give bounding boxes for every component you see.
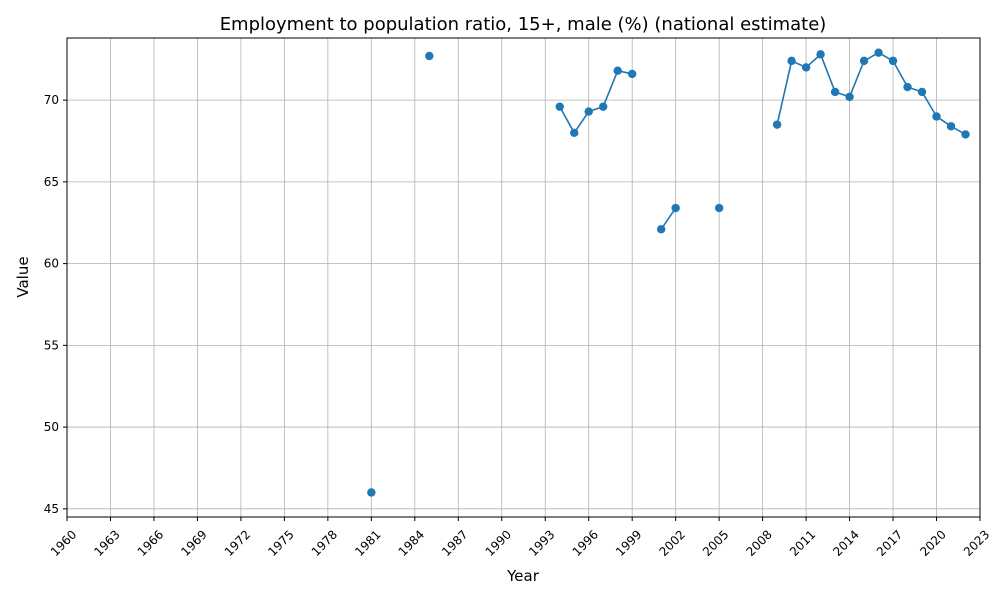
series-line-segment — [776, 60, 793, 125]
plot-frame — [66, 37, 981, 518]
data-point — [903, 82, 912, 92]
x-axis: 1960 1963 1966 1969 1972 1975 1978 1981 1984 1987… — [48, 517, 992, 559]
y-tick-label: 60 — [44, 257, 59, 271]
x-tick-label: 2020 — [917, 527, 948, 558]
data-point — [714, 203, 724, 213]
chart-title: Employment to population ratio, 15+, mal… — [220, 14, 827, 35]
series-line-segment — [660, 207, 677, 230]
data-point — [888, 56, 898, 66]
data-point — [816, 50, 825, 59]
series-line-segment — [573, 111, 590, 134]
series-line-segment — [921, 91, 938, 117]
x-tick-label: 1993 — [526, 527, 557, 558]
x-axis-label: Year — [506, 567, 540, 585]
y-tick-label: 65 — [44, 175, 59, 189]
data-point — [671, 203, 680, 213]
x-tick-label: 2005 — [700, 527, 731, 558]
data-point — [772, 120, 782, 129]
x-tick-label: 1996 — [570, 527, 601, 558]
x-tick-label: 2014 — [830, 527, 861, 558]
x-tick-label: 1999 — [613, 527, 644, 558]
x-tick-label: 1960 — [48, 527, 79, 558]
y-axis: 45 50 55 60 65 70 — [44, 93, 67, 516]
x-tick-label: 2023 — [961, 527, 992, 558]
x-tick-label: 2017 — [874, 527, 905, 558]
series-line-segment — [559, 106, 575, 134]
x-tick-label: 2011 — [787, 527, 818, 558]
data-point — [367, 488, 376, 497]
data-point — [845, 92, 854, 102]
data-point — [961, 130, 970, 139]
grid — [66, 38, 981, 517]
data-point — [656, 225, 666, 234]
y-tick-label: 45 — [44, 502, 59, 516]
x-tick-label: 1963 — [91, 527, 122, 558]
data-point — [932, 112, 941, 121]
y-tick-label: 50 — [44, 420, 59, 434]
x-tick-label: 1975 — [265, 527, 296, 558]
data-point — [613, 66, 622, 75]
series-line-segment — [892, 60, 909, 88]
series-line-segment — [602, 70, 619, 107]
data-point — [425, 51, 434, 61]
x-tick-label: 1969 — [178, 527, 209, 558]
series — [367, 48, 970, 497]
data-point — [787, 56, 796, 66]
y-tick-label: 70 — [44, 93, 59, 107]
y-tick-label: 55 — [44, 338, 59, 352]
data-point — [555, 102, 564, 111]
x-tick-label: 1987 — [439, 527, 470, 558]
data-point — [874, 48, 883, 57]
x-tick-label: 1981 — [352, 527, 383, 558]
series-line-segment — [848, 60, 865, 98]
data-point — [859, 56, 869, 66]
data-point — [917, 87, 927, 97]
data-point — [599, 102, 608, 111]
data-point — [627, 69, 637, 79]
x-tick-label: 1984 — [396, 527, 427, 558]
data-point — [570, 128, 579, 138]
x-tick-label: 2002 — [657, 527, 688, 558]
data-point — [584, 107, 593, 116]
x-tick-label: 1972 — [222, 527, 253, 558]
x-tick-label: 2008 — [743, 527, 774, 558]
series-line-segment — [819, 54, 836, 93]
x-tick-label: 1990 — [483, 527, 514, 558]
x-tick-label: 1966 — [135, 527, 166, 558]
y-axis-label: Value — [14, 256, 32, 297]
x-tick-label: 1978 — [309, 527, 340, 558]
data-point — [801, 63, 811, 72]
data-point — [946, 122, 956, 131]
data-point — [830, 87, 840, 97]
